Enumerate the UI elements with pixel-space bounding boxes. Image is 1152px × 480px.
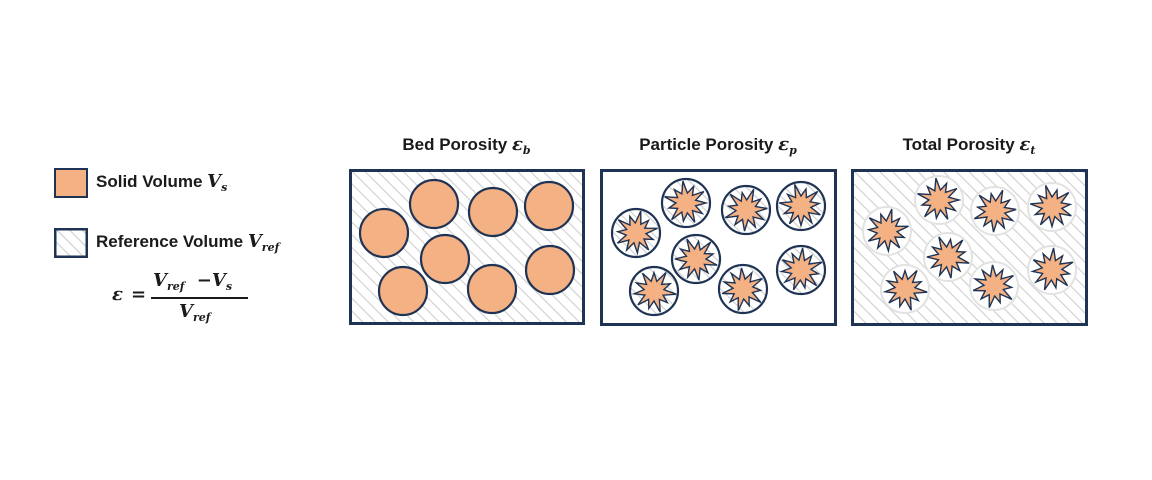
reference-volume-swatch (54, 228, 88, 258)
solid-particle (466, 263, 518, 315)
porous-particle (775, 180, 827, 232)
porous-particle (880, 264, 930, 314)
solid-particle (377, 265, 429, 317)
particle-porosity-title: Particle Porosity εp (639, 134, 797, 157)
solid-particle (524, 244, 576, 296)
porous-particle (775, 244, 827, 296)
formula-numerator: Vref −Vs (153, 270, 233, 293)
reference-volume-label: Reference Volume Vref (96, 231, 280, 254)
porous-particle (720, 184, 772, 236)
formula-denominator: Vref (179, 301, 211, 324)
total-porosity-title: Total Porosity εt (902, 134, 1036, 157)
porous-particle (969, 261, 1019, 311)
total-porosity-panel (851, 169, 1088, 326)
solid-particle (408, 178, 460, 230)
porous-particle (1027, 245, 1077, 295)
bed-porosity-panel (349, 169, 585, 325)
porous-particle (610, 207, 662, 259)
formula-lhs: ε (112, 284, 123, 305)
solid-volume-swatch (54, 168, 88, 198)
solid-particle (467, 186, 519, 238)
bed-porosity-title: Bed Porosity εb (402, 134, 531, 157)
porous-particle (628, 265, 680, 317)
solid-particle (419, 233, 471, 285)
porous-particle (862, 206, 912, 256)
porous-particle (1027, 182, 1077, 232)
formula-fraction-bar (151, 297, 248, 299)
solid-volume-label: Solid Volume Vs (96, 171, 228, 194)
solid-particle (523, 180, 575, 232)
porous-particle (914, 175, 964, 225)
porous-particle (970, 186, 1020, 236)
porous-particle (660, 177, 712, 229)
porous-particle (717, 263, 769, 315)
porous-particle (923, 232, 973, 282)
porous-particle (670, 233, 722, 285)
solid-particle (358, 207, 410, 259)
formula-equals: = (131, 284, 147, 305)
particle-porosity-panel (600, 169, 837, 326)
